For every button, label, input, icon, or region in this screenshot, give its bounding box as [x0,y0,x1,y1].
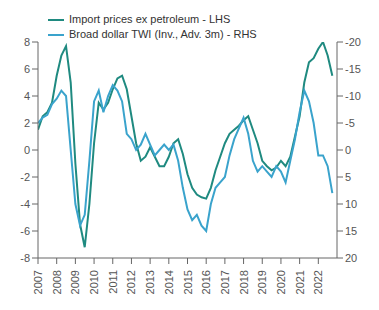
html-text:Broad dollar TWI (Inv., Adv. 3: Broad dollar TWI (Inv., Adv. 3m) - RHS [69,28,257,40]
svg-text:2016: 2016 [200,270,212,294]
svg-text:2022: 2022 [312,270,324,294]
svg-text:15: 15 [345,225,357,237]
svg-text:2007: 2007 [32,270,44,294]
svg-text:2013: 2013 [144,270,156,294]
svg-text:2018: 2018 [238,270,250,294]
svg-text:-10: -10 [345,90,361,102]
svg-text:2014: 2014 [163,270,175,294]
svg-text:5: 5 [345,171,351,183]
svg-text:0: 0 [345,144,351,156]
svg-text:-15: -15 [345,63,361,75]
svg-text:2012: 2012 [125,270,137,294]
svg-text:20: 20 [345,252,357,264]
svg-text:2015: 2015 [182,270,194,294]
svg-text:0: 0 [24,144,30,156]
svg-text:2021: 2021 [294,270,306,294]
svg-text:2020: 2020 [275,270,287,294]
svg-text:-6: -6 [20,225,30,237]
svg-text:8: 8 [24,36,30,48]
svg-text:-5: -5 [345,117,355,129]
svg-text:10: 10 [345,198,357,210]
svg-text:2008: 2008 [51,270,63,294]
svg-text:2009: 2009 [69,270,81,294]
svg-text:2011: 2011 [107,270,119,294]
svg-text:2019: 2019 [256,270,268,294]
html-text:Import prices ex petroleum - L: Import prices ex petroleum - LHS [69,13,231,25]
svg-text:4: 4 [24,90,30,102]
svg-text:6: 6 [24,63,30,75]
svg-text:2: 2 [24,117,30,129]
svg-text:2010: 2010 [88,270,100,294]
svg-text:-4: -4 [20,198,30,210]
svg-text:-8: -8 [20,252,30,264]
svg-text:-2: -2 [20,171,30,183]
svg-text:2017: 2017 [219,270,231,294]
svg-text:-20: -20 [345,36,361,48]
